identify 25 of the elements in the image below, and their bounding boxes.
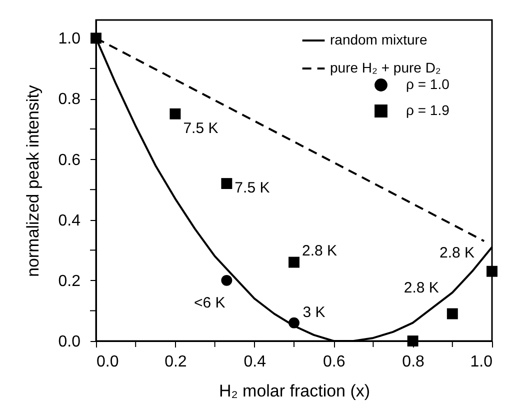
legend-label: ρ = 1.0 — [406, 76, 450, 92]
legend-label: random mixture — [330, 32, 428, 48]
x-tick-label: 0.6 — [322, 354, 346, 370]
y-tick-label: 1.0 — [58, 30, 81, 48]
x-tick-label: 0.4 — [244, 354, 266, 370]
y-tick-label: 0.0 — [58, 334, 81, 350]
annotation: <6 K — [194, 294, 226, 312]
x-axis-title: H₂ molar fraction (x) — [218, 382, 370, 400]
y-axis-title: normalized peak intensity — [23, 84, 42, 277]
annotation: 2.8 K — [439, 244, 475, 262]
legend-label: pure H₂ + pure D₂ — [330, 60, 441, 76]
x-tick-label: 0.8 — [402, 354, 425, 370]
annotation: 2.8 K — [404, 280, 439, 297]
annotation: 7.5 K — [234, 180, 270, 197]
y-tick-label: 0.6 — [58, 152, 81, 169]
legend-label: ρ = 1.9 — [406, 102, 450, 118]
y-tick-label: 0.2 — [58, 272, 81, 290]
y-tick-label: 0.8 — [58, 91, 81, 108]
annotation: 7.5 K — [183, 120, 218, 137]
y-tick-label: 0.4 — [58, 212, 81, 230]
annotation: 2.8 K — [302, 242, 338, 260]
x-tick-label: 1.0 — [470, 354, 493, 370]
x-tick-label: 0.0 — [96, 354, 119, 370]
annotation: 3 K — [302, 304, 326, 321]
x-tick-label: 0.2 — [164, 354, 187, 370]
